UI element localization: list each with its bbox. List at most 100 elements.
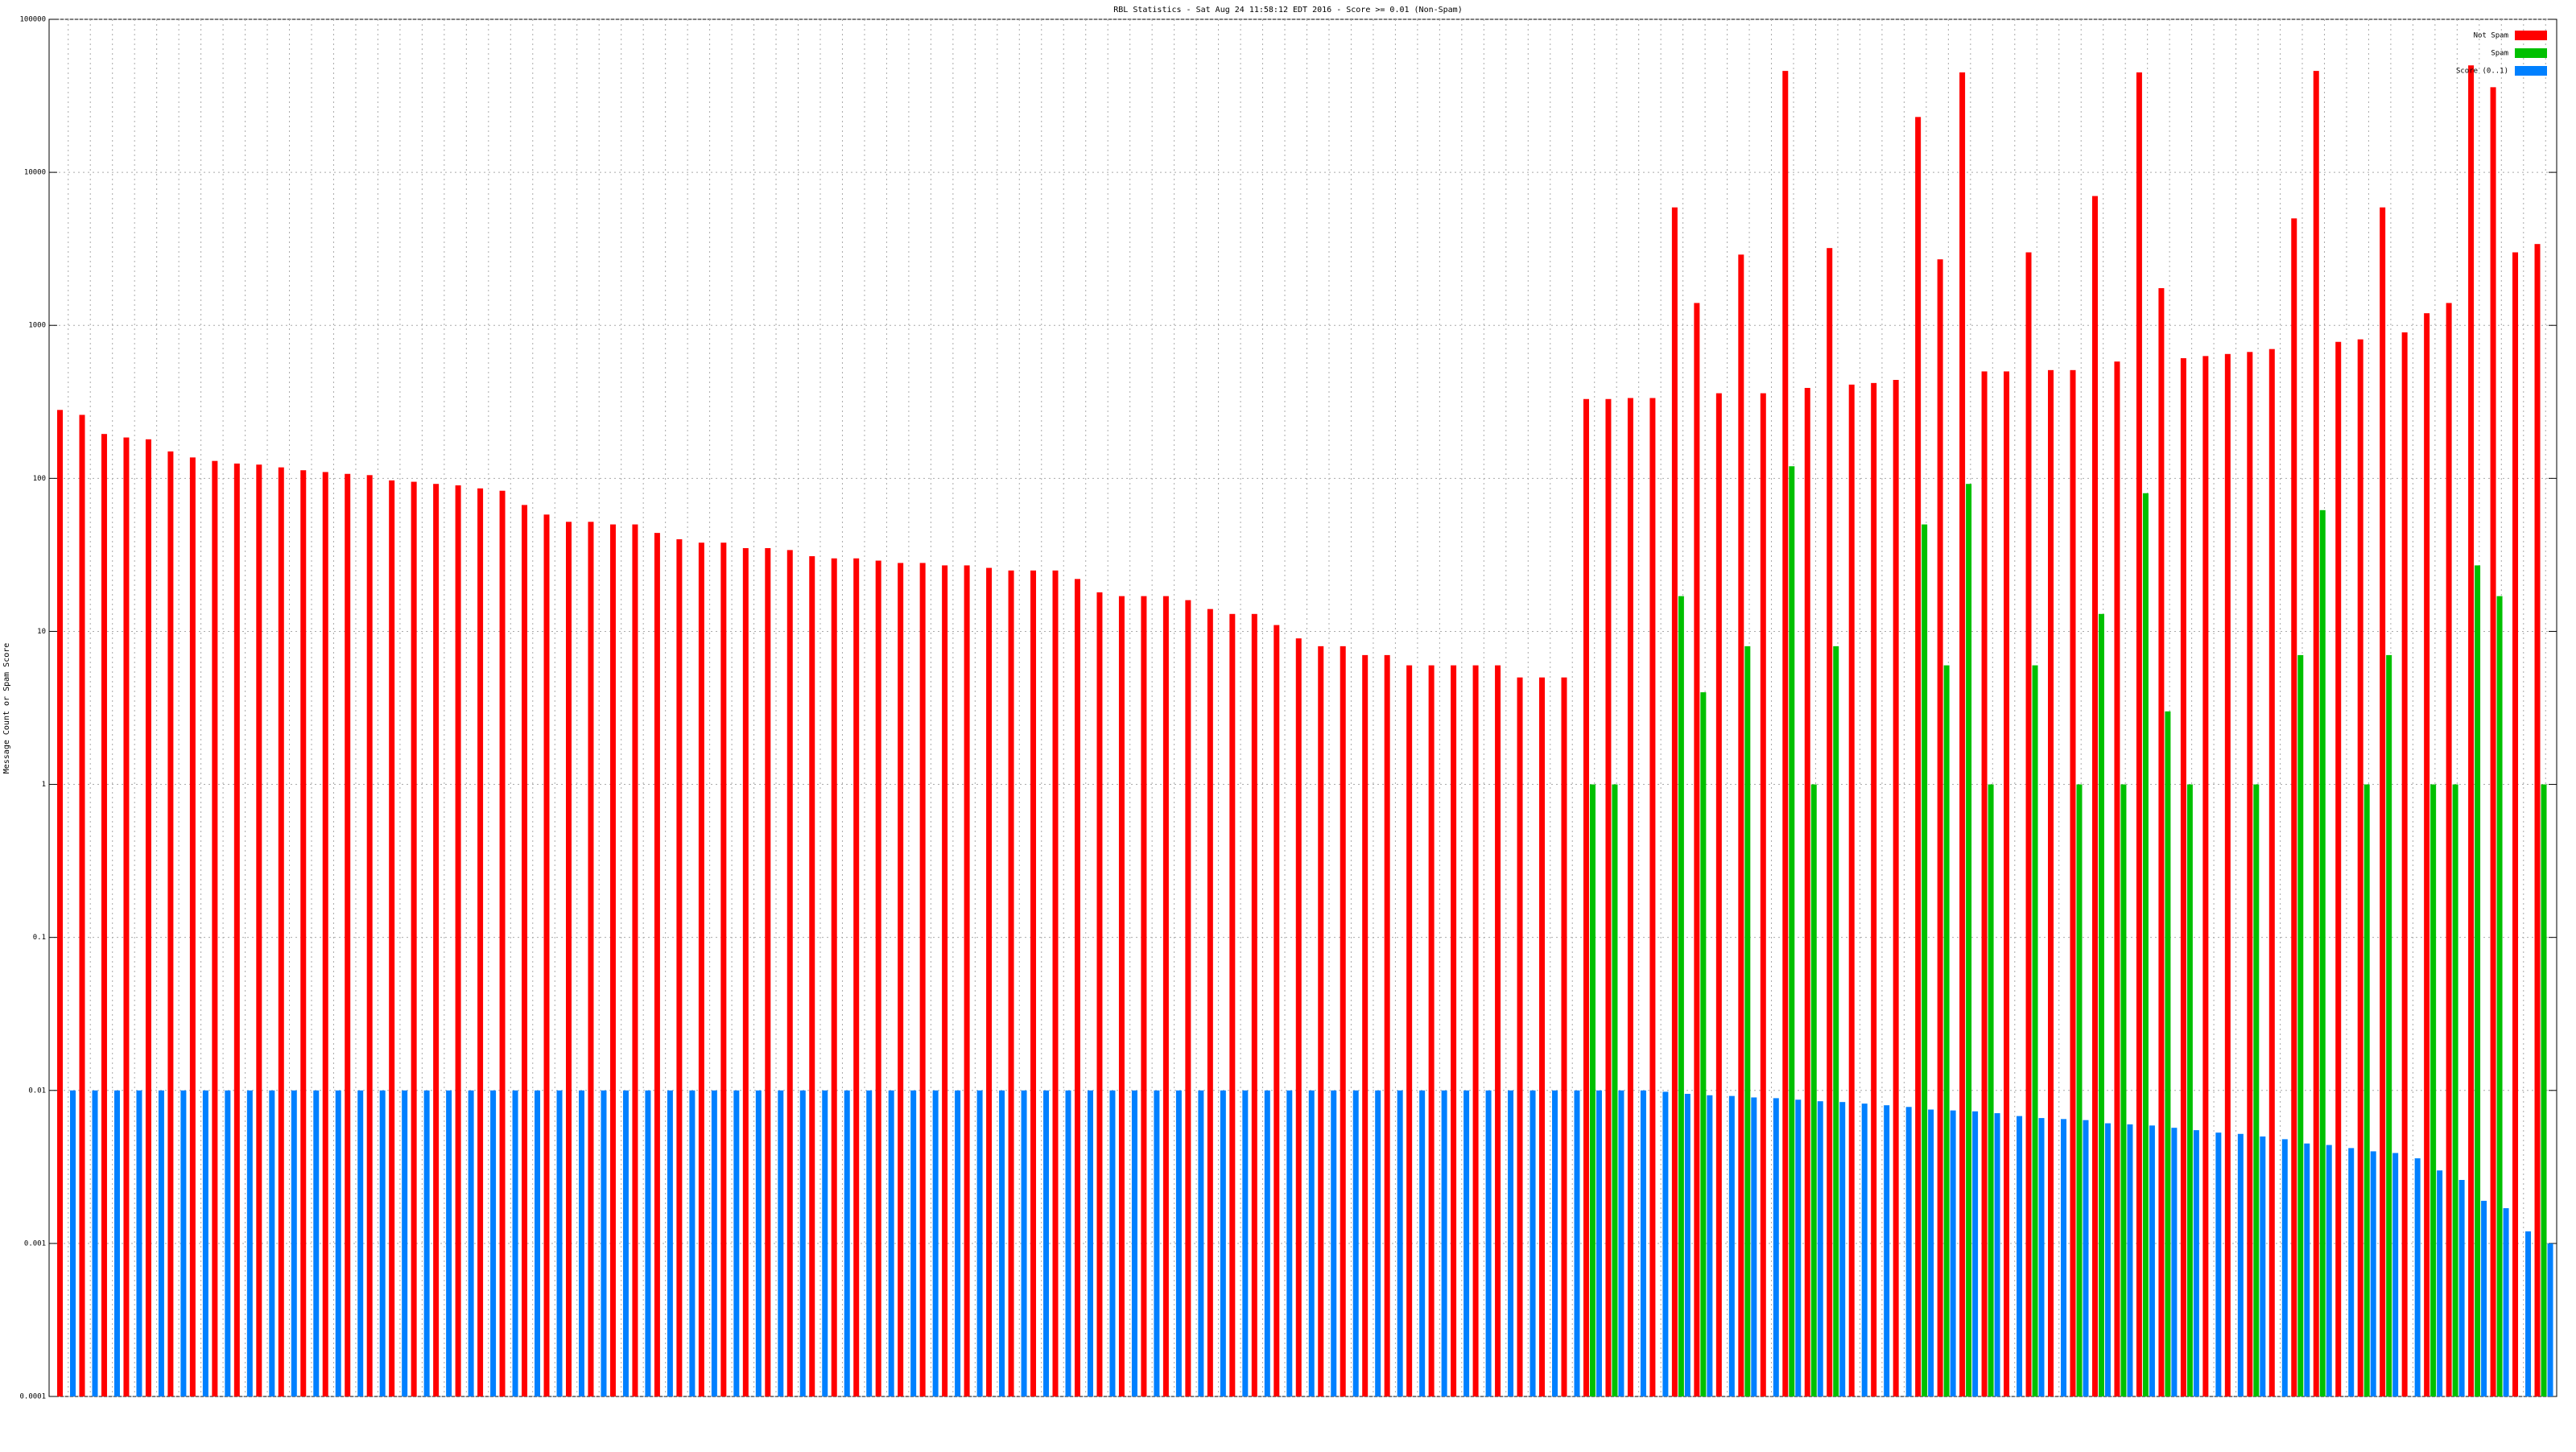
- bar: [2268, 349, 2275, 1397]
- bar: [2380, 207, 2386, 1396]
- bar: [246, 1090, 253, 1396]
- bar: [866, 1090, 873, 1396]
- bar: [1463, 1090, 1470, 1396]
- bar: [433, 484, 440, 1396]
- bar: [1030, 570, 1037, 1396]
- bar: [645, 1090, 651, 1396]
- bar: [2215, 1132, 2222, 1396]
- legend-swatch: [2515, 66, 2547, 76]
- bar: [2424, 313, 2430, 1397]
- bar: [2048, 369, 2054, 1396]
- bar: [2525, 1231, 2532, 1396]
- bar: [942, 565, 948, 1396]
- bar: [1207, 608, 1213, 1396]
- bar: [123, 437, 130, 1396]
- bar: [2512, 252, 2519, 1397]
- bar: [1678, 596, 1684, 1396]
- bar: [2335, 341, 2342, 1397]
- bar: [609, 524, 616, 1396]
- bar: [2253, 784, 2260, 1396]
- bar: [2496, 596, 2503, 1396]
- bar: [1707, 1095, 1713, 1396]
- bar: [1905, 1107, 1912, 1396]
- bar: [2149, 1125, 2155, 1396]
- bar: [2401, 332, 2408, 1396]
- y-tick-label: 100: [33, 475, 46, 483]
- bar: [2437, 1170, 2443, 1396]
- bar: [79, 415, 85, 1396]
- bar: [2260, 1136, 2266, 1396]
- bar: [1419, 1090, 1426, 1396]
- bar: [1795, 1099, 1802, 1396]
- bar: [1994, 1113, 2000, 1396]
- bar: [2098, 613, 2104, 1396]
- bar: [543, 514, 550, 1396]
- bar: [1612, 784, 1618, 1396]
- bar: [932, 1090, 939, 1396]
- bar: [1065, 1090, 1071, 1396]
- bar: [720, 542, 727, 1396]
- bar: [2297, 654, 2304, 1396]
- bar: [1428, 665, 1435, 1396]
- bar: [955, 1090, 961, 1396]
- bar: [345, 473, 351, 1397]
- bar: [1517, 677, 1523, 1396]
- bar: [1738, 254, 1744, 1397]
- bar: [1441, 1090, 1447, 1396]
- bar: [2468, 65, 2475, 1397]
- bar: [2313, 71, 2319, 1396]
- y-tick-label: 0.1: [33, 934, 46, 942]
- bar: [2386, 654, 2392, 1396]
- bar: [2326, 1145, 2332, 1396]
- bar: [1694, 303, 1700, 1396]
- bar: [676, 538, 683, 1397]
- bar: [2224, 353, 2231, 1397]
- bar: [136, 1090, 142, 1396]
- bar: [622, 1090, 629, 1396]
- bar: [2180, 358, 2186, 1396]
- bar: [1141, 596, 1147, 1396]
- bar: [446, 1090, 452, 1396]
- bar: [145, 439, 151, 1396]
- bar: [1331, 1090, 1337, 1396]
- bar: [601, 1090, 607, 1396]
- bar: [1760, 393, 1766, 1397]
- bar: [522, 505, 528, 1396]
- bar: [1472, 665, 1479, 1396]
- bar: [1251, 613, 1257, 1396]
- bar: [844, 1090, 850, 1396]
- bar: [2165, 711, 2171, 1396]
- bar: [423, 1090, 430, 1396]
- bar: [1605, 398, 1612, 1397]
- legend-label: Score (0..1): [2456, 68, 2508, 76]
- bar: [2452, 784, 2458, 1396]
- bar: [1096, 592, 1103, 1396]
- bar: [1715, 393, 1722, 1397]
- bar: [57, 410, 63, 1396]
- bar: [1185, 600, 1191, 1396]
- bar: [1959, 72, 1966, 1397]
- bar: [535, 1090, 541, 1396]
- bar: [1229, 613, 1236, 1396]
- bar: [2083, 1120, 2089, 1396]
- bar: [2247, 352, 2253, 1396]
- bar: [1530, 1090, 1536, 1396]
- bar: [2281, 1139, 2288, 1396]
- bar: [233, 463, 240, 1396]
- bar: [2363, 784, 2370, 1396]
- bar: [2061, 1119, 2067, 1396]
- bar: [2458, 1179, 2465, 1396]
- bar: [278, 467, 284, 1397]
- bar: [313, 1090, 320, 1396]
- bar: [1937, 259, 1943, 1396]
- bar: [1274, 625, 1280, 1396]
- bar: [1972, 1111, 1979, 1396]
- bar: [2202, 356, 2209, 1396]
- bar: [1981, 371, 1988, 1396]
- bar: [1295, 638, 1302, 1396]
- bar: [2038, 1118, 2045, 1396]
- bar: [799, 1090, 806, 1396]
- bar: [158, 1090, 164, 1396]
- bar: [114, 1090, 120, 1396]
